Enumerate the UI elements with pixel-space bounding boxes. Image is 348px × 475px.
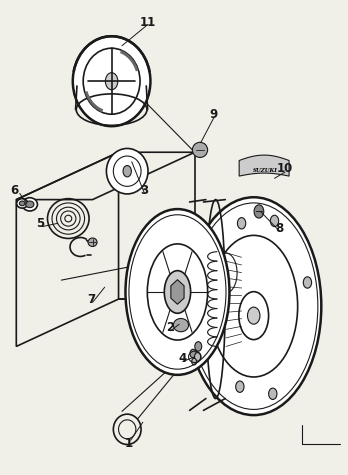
Polygon shape — [239, 155, 289, 176]
Circle shape — [195, 352, 201, 361]
Circle shape — [123, 165, 131, 177]
Circle shape — [269, 388, 277, 399]
Circle shape — [254, 205, 264, 218]
Circle shape — [303, 277, 311, 288]
Ellipse shape — [173, 318, 189, 332]
Circle shape — [192, 358, 197, 365]
Text: 3: 3 — [141, 184, 149, 197]
Text: 1: 1 — [125, 437, 133, 450]
Ellipse shape — [192, 142, 208, 157]
Text: 6: 6 — [10, 184, 19, 197]
Circle shape — [105, 73, 118, 90]
Ellipse shape — [73, 36, 150, 126]
Circle shape — [237, 218, 246, 229]
Ellipse shape — [17, 199, 28, 208]
Ellipse shape — [26, 201, 34, 208]
Circle shape — [236, 381, 244, 392]
Text: 4: 4 — [179, 352, 187, 365]
Text: 5: 5 — [37, 217, 45, 230]
Circle shape — [195, 342, 202, 351]
Text: 9: 9 — [210, 108, 218, 121]
Text: 7: 7 — [87, 293, 95, 305]
Text: 8: 8 — [276, 221, 284, 235]
Ellipse shape — [19, 201, 25, 206]
Circle shape — [190, 349, 196, 358]
Ellipse shape — [22, 198, 38, 211]
Text: SUZUKI: SUZUKI — [253, 168, 278, 173]
Circle shape — [247, 307, 260, 324]
Ellipse shape — [106, 149, 148, 194]
Ellipse shape — [126, 209, 229, 375]
Circle shape — [270, 215, 279, 227]
Text: 2: 2 — [166, 321, 175, 334]
Ellipse shape — [164, 271, 191, 314]
Ellipse shape — [88, 238, 97, 247]
Ellipse shape — [186, 197, 321, 415]
Polygon shape — [120, 50, 139, 71]
Polygon shape — [85, 91, 103, 113]
Polygon shape — [171, 280, 184, 304]
Text: 11: 11 — [140, 16, 156, 28]
Text: 10: 10 — [277, 162, 293, 175]
